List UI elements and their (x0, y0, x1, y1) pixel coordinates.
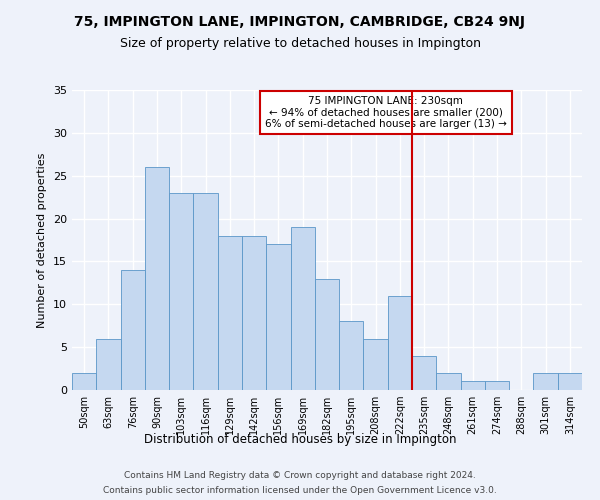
Bar (436, 373, 461, 390)
Bar (388, 296, 412, 390)
Bar (315, 278, 339, 390)
Text: Size of property relative to detached houses in Impington: Size of property relative to detached ho… (119, 38, 481, 51)
Bar (412, 356, 436, 390)
Bar (290, 227, 315, 390)
Bar (169, 193, 193, 390)
Y-axis label: Number of detached properties: Number of detached properties (37, 152, 47, 328)
Text: 75, IMPINGTON LANE, IMPINGTON, CAMBRIDGE, CB24 9NJ: 75, IMPINGTON LANE, IMPINGTON, CAMBRIDGE… (74, 15, 526, 29)
Bar (339, 322, 364, 390)
Bar (96, 338, 121, 390)
Bar (266, 244, 290, 390)
Bar (72, 373, 96, 390)
Bar (193, 193, 218, 390)
Text: 75 IMPINGTON LANE: 230sqm
← 94% of detached houses are smaller (200)
6% of semi-: 75 IMPINGTON LANE: 230sqm ← 94% of detac… (265, 96, 506, 129)
Text: Contains public sector information licensed under the Open Government Licence v3: Contains public sector information licen… (103, 486, 497, 495)
Bar (218, 236, 242, 390)
Text: Contains HM Land Registry data © Crown copyright and database right 2024.: Contains HM Land Registry data © Crown c… (124, 471, 476, 480)
Bar (558, 373, 582, 390)
Text: Distribution of detached houses by size in Impington: Distribution of detached houses by size … (144, 432, 456, 446)
Bar (242, 236, 266, 390)
Bar (364, 338, 388, 390)
Bar (533, 373, 558, 390)
Bar (121, 270, 145, 390)
Bar (145, 167, 169, 390)
Bar (485, 382, 509, 390)
Bar (461, 382, 485, 390)
